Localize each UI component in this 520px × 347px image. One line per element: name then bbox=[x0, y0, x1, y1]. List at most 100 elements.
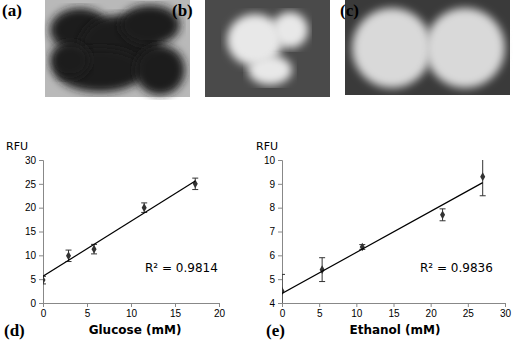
y-tick-label: 10 bbox=[25, 250, 37, 261]
error-bar-cap bbox=[192, 178, 198, 179]
x-tick-label: 25 bbox=[463, 308, 475, 319]
x-axis-line bbox=[283, 304, 506, 308]
y-tick-label: 5 bbox=[30, 274, 36, 285]
figure: (a)(b)(c)05101520051015202530RFUGlucose … bbox=[0, 0, 520, 347]
x-tick-label: 5 bbox=[317, 308, 323, 319]
bead bbox=[425, 8, 505, 88]
error-bar bbox=[43, 276, 46, 284]
error-bar-cap bbox=[192, 189, 198, 190]
y-axis: 45678910 bbox=[264, 155, 283, 309]
x-axis-line bbox=[44, 304, 220, 308]
x-tick-label: 0 bbox=[41, 308, 47, 319]
y-axis-line bbox=[278, 161, 283, 304]
panel-label: (e) bbox=[266, 321, 285, 340]
x-tick-label: 20 bbox=[426, 308, 438, 319]
x-axis-title: Glucose (mM) bbox=[89, 323, 182, 337]
image-background bbox=[345, 0, 510, 95]
error-bar-cap bbox=[440, 208, 446, 209]
fluorescence bbox=[248, 55, 292, 85]
y-tick-label: 9 bbox=[269, 179, 275, 190]
x-tick: 10 bbox=[351, 303, 363, 319]
error-bar-cap bbox=[319, 257, 325, 258]
y-tick: 10 bbox=[25, 250, 43, 261]
x-tick-mark bbox=[131, 303, 132, 307]
error-bar bbox=[440, 209, 446, 221]
x-tick-mark bbox=[175, 303, 176, 307]
y-tick-mark bbox=[39, 160, 43, 161]
error-bar bbox=[480, 160, 486, 196]
error-bar bbox=[192, 178, 198, 189]
y-tick: 25 bbox=[25, 179, 43, 190]
y-tick: 20 bbox=[25, 202, 43, 213]
y-tick-mark bbox=[39, 255, 43, 256]
panel-label: (d) bbox=[4, 321, 25, 340]
x-tick-mark bbox=[356, 303, 357, 307]
x-tick-label: 20 bbox=[214, 308, 226, 319]
panel-label: (b) bbox=[172, 1, 193, 20]
data-point bbox=[282, 287, 285, 296]
y-tick-label: 5 bbox=[269, 274, 275, 285]
y-tick-mark bbox=[39, 184, 43, 185]
y-tick-mark bbox=[278, 303, 282, 304]
y-tick-label: 15 bbox=[25, 226, 37, 237]
x-tick-label: 5 bbox=[85, 308, 91, 319]
x-tick: 10 bbox=[126, 303, 138, 319]
y-tick: 15 bbox=[25, 226, 43, 237]
panel-label: (a) bbox=[2, 1, 22, 20]
x-tick-label: 30 bbox=[500, 308, 512, 319]
y-tick: 8 bbox=[269, 202, 282, 213]
error-bar bbox=[282, 274, 285, 303]
fluorescence bbox=[272, 12, 308, 48]
y-tick-mark bbox=[278, 184, 282, 185]
error-bar-cap bbox=[480, 195, 486, 196]
y-axis: 0 5 10 15 20 25 30 bbox=[25, 155, 44, 309]
chart: 05101520051015202530RFUGlucose (mM)(d)R²… bbox=[4, 140, 225, 340]
y-tick: 6 bbox=[269, 250, 282, 261]
x-tick: 5 bbox=[317, 303, 323, 319]
y-tick-label: 6 bbox=[269, 250, 275, 261]
y-tick-label: 0 bbox=[30, 298, 36, 309]
y-tick-mark bbox=[39, 279, 43, 280]
x-tick: 25 bbox=[463, 303, 475, 319]
y-tick: 9 bbox=[269, 179, 282, 190]
x-tick: 20 bbox=[426, 303, 438, 319]
x-tick-mark bbox=[431, 303, 432, 307]
error-bar-cap bbox=[66, 250, 72, 251]
x-tick-label: 15 bbox=[388, 308, 400, 319]
y-tick-mark bbox=[278, 208, 282, 209]
x-tick-label: 10 bbox=[126, 308, 138, 319]
y-tick: 5 bbox=[30, 274, 43, 285]
y-tick-label: 25 bbox=[25, 179, 37, 190]
y-tick-label: 8 bbox=[269, 202, 275, 213]
y-tick: 30 bbox=[25, 155, 43, 166]
cell-cluster bbox=[135, 45, 185, 95]
bead bbox=[352, 8, 432, 88]
data-point bbox=[193, 179, 198, 188]
y-tick-label: 7 bbox=[269, 226, 275, 237]
cell-cluster bbox=[120, 5, 180, 45]
error-bar-cap bbox=[91, 253, 97, 254]
y-tick-label: 4 bbox=[269, 298, 275, 309]
image-c bbox=[345, 0, 510, 95]
y-axis-title: RFU bbox=[256, 140, 278, 153]
image-background bbox=[205, 0, 330, 97]
y-tick-label: 20 bbox=[25, 202, 37, 213]
y-tick: 4 bbox=[269, 298, 282, 309]
image-a bbox=[45, 0, 190, 97]
y-axis-line bbox=[39, 161, 44, 304]
error-bar-cap bbox=[141, 202, 147, 203]
x-tick-mark bbox=[394, 303, 395, 307]
y-tick-mark bbox=[278, 160, 282, 161]
image-b bbox=[205, 0, 330, 97]
error-bar-cap bbox=[440, 220, 446, 221]
x-tick-mark bbox=[468, 303, 469, 307]
x-tick: 0 bbox=[41, 303, 47, 319]
x-tick: 15 bbox=[388, 303, 400, 319]
y-tick: 0 bbox=[30, 298, 43, 309]
x-tick-mark bbox=[219, 303, 220, 307]
x-tick-label: 0 bbox=[280, 308, 286, 319]
data-point bbox=[43, 276, 46, 285]
y-tick: 5 bbox=[269, 274, 282, 285]
error-bar-cap bbox=[319, 281, 325, 282]
y-tick-mark bbox=[39, 232, 43, 233]
